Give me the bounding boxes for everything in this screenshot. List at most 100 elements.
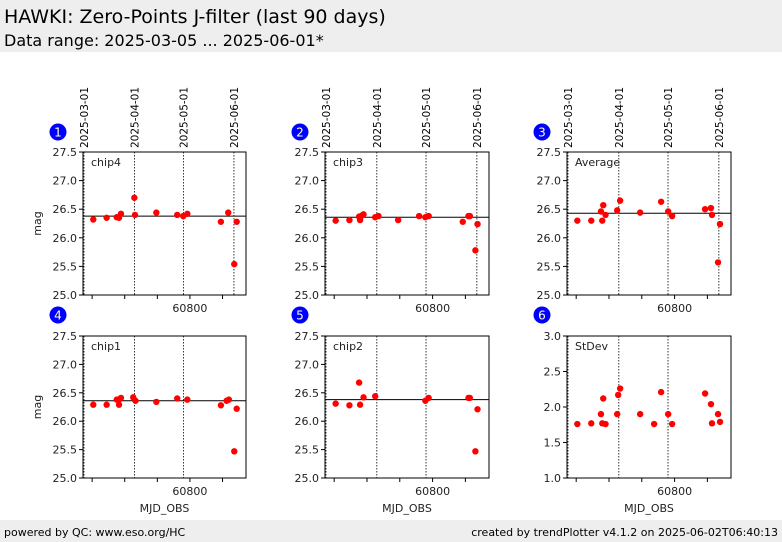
data-point xyxy=(588,217,595,224)
header-bar: HAWKI: Zero-Points J-filter (last 90 day… xyxy=(0,0,782,52)
panel-label: StDev xyxy=(575,340,609,353)
y-tick-label: 27.0 xyxy=(295,358,320,371)
panel-3: 3 2025-03-01 2025-04-01 2025-05-01 2025-06-0… xyxy=(533,87,732,315)
x-axis-label: MJD_OBS xyxy=(140,502,190,515)
data-point xyxy=(664,208,672,215)
data-point xyxy=(707,204,715,212)
data-point xyxy=(225,209,232,216)
panel-number: 5 xyxy=(296,309,304,323)
panel-number-badge xyxy=(533,123,551,141)
data-point xyxy=(574,217,581,224)
panel-number-badge xyxy=(49,306,67,324)
data-point xyxy=(466,212,474,220)
date-label: 2025-06-01 xyxy=(472,87,484,148)
data-point xyxy=(474,406,481,413)
data-point xyxy=(701,390,709,397)
date-label: 2025-06-01 xyxy=(229,87,241,148)
data-point xyxy=(425,212,432,220)
data-point xyxy=(356,401,364,408)
data-point xyxy=(714,410,722,418)
data-point xyxy=(616,197,624,204)
data-point xyxy=(599,217,606,224)
data-point xyxy=(614,391,622,399)
panel-number: 1 xyxy=(54,126,62,140)
data-point xyxy=(466,394,474,402)
panel-1: 1 2025-03-01 2025-04-01 2025-05-01 2025-06-0… xyxy=(31,87,247,315)
data-point xyxy=(708,211,716,219)
data-point xyxy=(231,260,238,268)
data-point xyxy=(707,400,715,408)
panel-label: chip1 xyxy=(91,340,121,353)
footer-bar: powered by QC: www.eso.org/HC created by… xyxy=(0,520,782,542)
date-label: 2025-05-01 xyxy=(421,87,433,148)
y-axis-label: mag xyxy=(31,211,44,235)
y-tick-label: 26.0 xyxy=(53,415,78,428)
data-point xyxy=(600,201,607,209)
panel-4: 4 25.0 25.5 26.0 26.5 27.0 27.5 60800 chip1 mag MJ… xyxy=(31,306,247,515)
y-tick-label: 26.5 xyxy=(53,203,78,216)
y-tick-label: 26.5 xyxy=(53,387,78,400)
panel-label: chip4 xyxy=(91,156,121,169)
data-point xyxy=(346,402,353,409)
data-point xyxy=(657,198,665,205)
data-point xyxy=(346,216,353,224)
date-label: 2025-03-01 xyxy=(563,87,575,148)
data-point xyxy=(355,379,363,386)
data-point xyxy=(233,218,240,225)
y-tick-label: 27.0 xyxy=(53,358,78,371)
data-point xyxy=(613,410,621,418)
x-tick-label: 60800 xyxy=(415,485,450,498)
data-point xyxy=(153,398,160,406)
data-point xyxy=(716,418,724,426)
panel-label: chip3 xyxy=(333,156,363,169)
data-point xyxy=(217,402,225,409)
data-point xyxy=(153,209,160,216)
y-tick-label: 25.0 xyxy=(53,472,78,485)
panel-label: chip2 xyxy=(333,340,363,353)
x-tick-label: 60800 xyxy=(172,485,207,498)
y-tick-label: 27.0 xyxy=(295,175,320,188)
data-point xyxy=(132,397,139,404)
data-point xyxy=(459,218,466,225)
y-tick-label: 25.0 xyxy=(295,472,320,485)
panel-number: 4 xyxy=(54,309,62,323)
axes-frame xyxy=(82,335,247,479)
data-point xyxy=(103,401,110,408)
data-point xyxy=(668,420,676,428)
y-tick-label: 1.0 xyxy=(544,472,562,485)
y-tick-label: 3.0 xyxy=(544,330,562,343)
data-point xyxy=(332,400,339,407)
y-tick-label: 26.0 xyxy=(295,415,320,428)
page-title: HAWKI: Zero-Points J-filter (last 90 day… xyxy=(4,6,386,28)
y-tick-label: 25.5 xyxy=(295,444,320,457)
axes-frame xyxy=(82,151,247,296)
data-point xyxy=(714,259,722,266)
data-point xyxy=(708,420,716,427)
data-point xyxy=(174,395,181,402)
y-tick-label: 27.5 xyxy=(295,146,320,159)
data-point xyxy=(613,207,621,214)
date-label: 2025-03-01 xyxy=(321,87,333,148)
panel-6: 6 1.0 1.5 2.0 2.5 3.0 60800 StDev MJD_OBS xyxy=(533,306,732,515)
y-tick-label: 25.5 xyxy=(537,260,562,273)
data-point xyxy=(636,209,644,216)
data-point xyxy=(131,211,139,219)
data-point xyxy=(184,210,191,217)
data-point xyxy=(115,401,123,408)
data-point xyxy=(425,394,432,402)
y-tick-label: 26.5 xyxy=(295,203,320,216)
data-point xyxy=(472,448,479,455)
y-tick-label: 25.0 xyxy=(537,289,562,302)
data-point xyxy=(588,420,595,427)
x-tick-label: 60800 xyxy=(657,485,692,498)
data-point xyxy=(131,194,138,201)
data-point xyxy=(716,220,724,228)
panel-number: 3 xyxy=(538,126,546,140)
data-point xyxy=(657,388,665,396)
data-point xyxy=(701,206,709,213)
axes-frame xyxy=(324,151,490,296)
data-point xyxy=(602,420,609,428)
x-axis-label: MJD_OBS xyxy=(624,502,674,515)
footer-powered-by: powered by QC: www.eso.org/HC xyxy=(4,526,186,539)
